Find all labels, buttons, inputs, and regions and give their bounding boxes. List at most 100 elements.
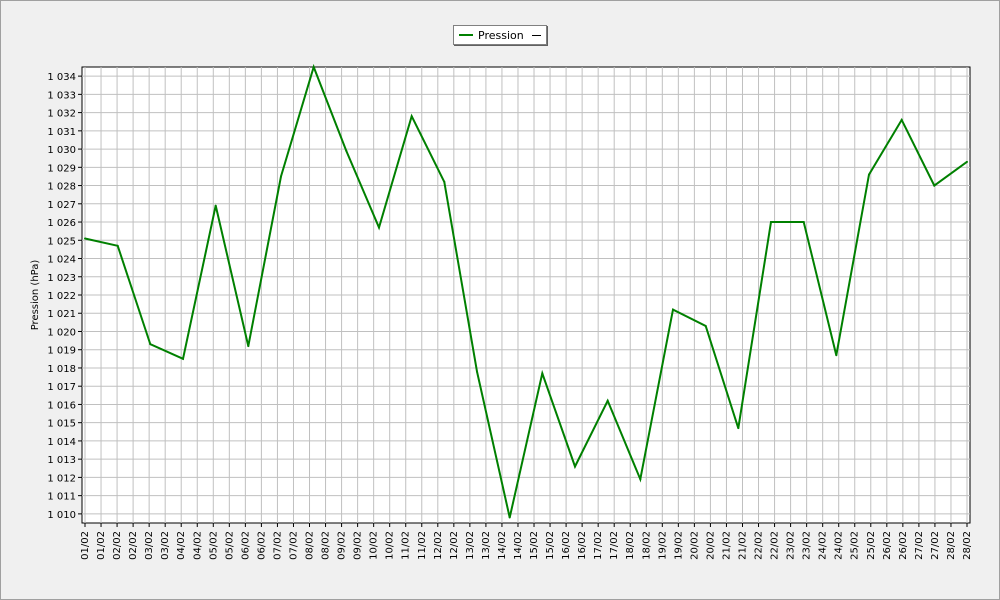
x-tick-label: 03/02 [160, 531, 171, 560]
x-tick-label: 03/02 [144, 531, 155, 560]
y-axis-label: Pression (hPa) [30, 260, 41, 331]
x-axis: 01/02 01/02 02/02 02/02 03/02 03/02 04/02 04/02… [80, 523, 973, 560]
data-point [672, 308, 674, 311]
x-tick-label: 16/02 [561, 531, 572, 560]
x-tick-label: 01/02 [80, 531, 91, 560]
grid-lines [82, 67, 970, 523]
y-tick-label: 1 014 [47, 437, 76, 448]
y-tick-label: 1 029 [47, 163, 76, 174]
y-tick-label: 1 028 [47, 182, 76, 193]
y-tick-label: 1 032 [47, 109, 76, 120]
x-tick-label: 27/02 [914, 531, 925, 560]
data-point [410, 115, 413, 118]
data-point [933, 184, 936, 187]
x-tick-label: 11/02 [401, 531, 412, 560]
x-tick-label: 19/02 [673, 531, 684, 560]
x-tick-label: 08/02 [305, 531, 316, 560]
x-tick-label: 28/02 [962, 531, 973, 560]
x-tick-label: 01/02 [96, 531, 107, 560]
data-point [149, 343, 152, 346]
x-tick-label: 14/02 [513, 531, 524, 560]
y-tick-label: 1 034 [47, 72, 76, 83]
data-point [966, 160, 968, 163]
x-tick-label: 27/02 [930, 531, 941, 560]
data-point [116, 244, 119, 247]
x-tick-label: 09/02 [353, 531, 364, 560]
x-tick-label: 13/02 [481, 531, 492, 560]
x-tick-label: 13/02 [465, 531, 476, 560]
legend: Pression [453, 25, 547, 45]
x-tick-label: 10/02 [385, 531, 396, 560]
legend-dash-icon [531, 34, 541, 36]
x-tick-label: 12/02 [449, 531, 460, 560]
x-tick-label: 26/02 [898, 531, 909, 560]
x-tick-label: 15/02 [529, 531, 540, 560]
data-point [639, 478, 642, 481]
x-tick-label: 23/02 [802, 531, 813, 560]
data-point [737, 427, 740, 430]
x-tick-label: 22/02 [770, 531, 781, 560]
x-tick-label: 21/02 [721, 531, 732, 560]
y-tick-label: 1 016 [47, 400, 76, 411]
y-tick-label: 1 026 [47, 218, 76, 229]
x-tick-label: 04/02 [192, 531, 203, 560]
data-point [574, 465, 576, 468]
y-tick-label: 1 030 [47, 145, 76, 156]
x-tick-label: 14/02 [497, 531, 508, 560]
y-tick-label: 1 015 [47, 419, 76, 430]
y-tick-label: 1 019 [47, 346, 76, 357]
x-tick-label: 19/02 [657, 531, 668, 560]
legend-entry-pression: Pression [478, 28, 524, 42]
data-point [476, 370, 478, 373]
x-tick-label: 09/02 [337, 531, 348, 560]
y-tick-label: 1 011 [47, 492, 76, 503]
x-tick-label: 08/02 [321, 531, 332, 560]
y-tick-label: 1 013 [47, 455, 76, 466]
x-tick-label: 05/02 [208, 531, 219, 560]
data-point [835, 354, 838, 357]
data-point [182, 357, 184, 360]
x-tick-label: 26/02 [882, 531, 893, 560]
x-tick-label: 17/02 [593, 531, 604, 560]
series-line-pression [84, 63, 968, 518]
x-tick-label: 05/02 [224, 531, 235, 560]
x-tick-label: 10/02 [369, 531, 380, 560]
x-tick-label: 22/02 [754, 531, 765, 560]
x-tick-label: 17/02 [609, 531, 620, 560]
data-point [900, 118, 903, 121]
x-tick-label: 18/02 [625, 531, 636, 560]
y-tick-label: 1 033 [47, 90, 76, 101]
x-tick-label: 25/02 [850, 531, 861, 560]
data-point [443, 180, 446, 183]
x-tick-label: 20/02 [705, 531, 716, 560]
data-point [770, 221, 772, 224]
data-point [704, 325, 707, 328]
y-tick-label: 1 010 [47, 510, 76, 521]
data-point [312, 66, 315, 68]
y-tick-label: 1 022 [47, 291, 76, 302]
x-tick-label: 12/02 [433, 531, 444, 560]
y-tick-label: 1 031 [47, 127, 76, 138]
x-tick-label: 07/02 [288, 531, 299, 560]
data-point [868, 173, 870, 176]
y-axis: 1 010 1 011 1 012 1 013 1 014 1 015 1 016 1 017… [47, 72, 82, 521]
legend-line-swatch [459, 34, 473, 36]
x-tick-label: 21/02 [737, 531, 748, 560]
x-tick-label: 16/02 [577, 531, 588, 560]
x-tick-label: 23/02 [786, 531, 797, 560]
x-tick-label: 15/02 [545, 531, 556, 560]
x-tick-label: 18/02 [641, 531, 652, 560]
y-tick-label: 1 024 [47, 255, 76, 266]
y-tick-label: 1 023 [47, 273, 76, 284]
data-point [280, 175, 282, 178]
x-tick-label: 06/02 [240, 531, 251, 560]
series-layer [84, 63, 968, 519]
y-tick-label: 1 020 [47, 327, 76, 338]
y-tick-label: 1 025 [47, 236, 76, 247]
x-tick-label: 28/02 [946, 531, 957, 560]
x-tick-label: 24/02 [834, 531, 845, 560]
data-point [541, 372, 544, 375]
x-tick-label: 25/02 [866, 531, 877, 560]
data-point [214, 204, 217, 207]
y-tick-label: 1 012 [47, 473, 76, 484]
